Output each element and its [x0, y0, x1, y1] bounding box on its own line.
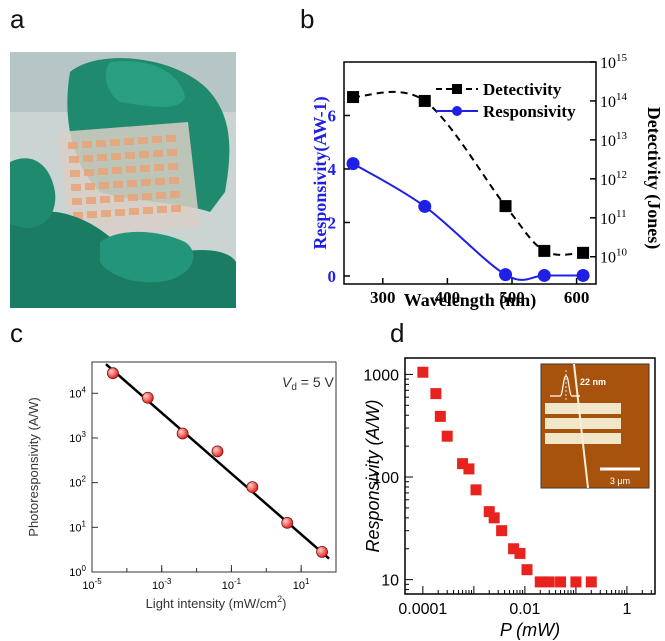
chart-b-ytick-right-1: 1011: [600, 208, 627, 228]
chart-c-xtick-3: 101: [293, 577, 310, 592]
chart-b-responsivity-point-2: [499, 268, 513, 282]
inset-height-profile: [550, 375, 580, 397]
chart-c-point-1: [141, 391, 154, 404]
chart-b-frame: [343, 61, 597, 285]
chart-d-point-2: [434, 410, 446, 422]
chart-b-responsivity-point-4: [576, 268, 590, 282]
chart-b-ytick-right-0: 1010: [600, 247, 628, 267]
chart-c-point-3: [211, 445, 224, 458]
chart-d-point-17: [585, 576, 597, 588]
chart-d-point-13: [534, 576, 546, 588]
chart-d-ytick-0: 10: [381, 573, 399, 590]
chart-c-annotation: Vd = 5 V: [282, 374, 335, 393]
chart-d-point-16: [570, 576, 582, 588]
inset-nanowire: [573, 363, 589, 489]
chart-d-point-0: [417, 366, 429, 378]
chart-b-detectivity-point-0: [347, 91, 360, 104]
device-photo: [10, 52, 236, 308]
panel-label-d: d: [390, 318, 405, 348]
chart-d-point-11: [514, 547, 526, 559]
chart-b-ylabel-right: Detectivity (Jones): [643, 107, 664, 249]
legend-detectivity-marker: [452, 84, 462, 94]
chart-d-ytick-1: 100: [372, 470, 399, 487]
chart-c-fit-line: [105, 363, 330, 560]
panel-label-c: c: [10, 318, 23, 348]
chart-c-frame: [91, 361, 337, 573]
chart-b-ytick-right-5: 1015: [600, 52, 628, 72]
legend-responsivity-marker: [452, 106, 462, 116]
chart-c-xtick-0: 10-5: [82, 577, 102, 592]
chart-d-point-6: [470, 484, 482, 496]
chart-b-detectivity-point-1: [418, 94, 431, 107]
chart-b-ytick-right-3: 1013: [600, 130, 628, 150]
chart-c-point-6: [316, 545, 328, 558]
chart-d-point-3: [441, 430, 453, 442]
chart-d-xtick-0: 0.0001: [398, 601, 447, 618]
chart-d-point-4: [457, 458, 469, 470]
chart-b-ytick-left-2: 4: [328, 160, 337, 179]
chart-b-xtick-2: 500: [499, 288, 525, 307]
chart-c-ytick-4: 104: [69, 385, 86, 400]
chart-b-responsivity-point-0: [346, 157, 360, 171]
chart-c-point-2: [176, 427, 189, 440]
inset-electrode-1: [545, 403, 621, 414]
inset-electrode-2: [545, 418, 621, 429]
chart-b-ytick-right-2: 1012: [600, 169, 627, 189]
chart-c-xtick-1: 10-3: [152, 577, 172, 592]
chart-d-point-9: [496, 525, 508, 537]
chart-c-ytick-0: 100: [69, 564, 86, 579]
chart-d-point-7: [483, 506, 495, 518]
chart-b-detectivity-curve: [352, 91, 584, 256]
chart-b-ytick-left-0: 0: [328, 267, 337, 286]
chart-d-point-1: [430, 388, 442, 400]
chart-d-point-14: [543, 576, 555, 588]
chart-c-ytick-2: 102: [69, 475, 86, 490]
chart-b-ytick-right-4: 1014: [600, 91, 628, 111]
chart-c-ylabel: Photoresponsivity (A/W): [26, 397, 41, 536]
chart-b-detectivity-point-3: [538, 244, 551, 257]
device-photo-illustration: [10, 52, 236, 308]
chart-c-xtick-2: 10-1: [222, 577, 242, 592]
inset-scalebar-label: 3 μm: [610, 476, 630, 486]
chart-d-point-12: [521, 564, 533, 576]
chart-c-ytick-3: 103: [69, 430, 86, 445]
chart-d-point-5: [463, 463, 475, 475]
chart-d-xtick-1: 0.01: [509, 601, 540, 618]
chart-b-xtick-3: 600: [564, 288, 590, 307]
chart-c-point-0: [107, 367, 119, 380]
chart-d-inset: 22 nm 3 μm: [540, 363, 650, 489]
chart-c-point-5: [281, 516, 294, 529]
chart-d-xtick-2: 1: [622, 601, 631, 618]
chart-d-point-15: [555, 576, 567, 588]
inset-height-label: 22 nm: [580, 377, 606, 387]
chart-b-xtick-0: 300: [370, 288, 396, 307]
chart-d-point-10: [508, 543, 520, 555]
inset-afm-image: [540, 363, 650, 489]
chart-b-detectivity-point-2: [499, 200, 512, 213]
chart-d-ytick-2: 1000: [363, 367, 399, 384]
chart-b-detectivity-point-4: [577, 246, 590, 259]
chart-b-ytick-left-3: 6: [328, 106, 337, 125]
chart-c-ytick-1: 101: [69, 519, 86, 534]
chart-b-xlabel: Wavelength (nm): [404, 290, 537, 311]
chart-b-responsivity-point-3: [537, 268, 551, 282]
chart-b-responsivity-point-1: [418, 199, 432, 213]
chart-d-frame: [404, 357, 656, 595]
chart-c-point-4: [246, 481, 259, 494]
chart-b-responsivity-curve: [352, 162, 584, 281]
chart-d-ylabel: Responsivity (A/W): [363, 399, 383, 552]
chart-b-ytick-left-1: 2: [328, 213, 337, 232]
chart-d-xlabel: P (mW): [500, 620, 560, 640]
chart-c-xlabel: Light intensity (mW/cm2): [146, 594, 287, 611]
panel-label-b: b: [300, 4, 315, 34]
inset-electrode-3: [545, 433, 621, 444]
chart-b-legend: Detectivity Responsivity: [436, 80, 576, 121]
chart-d-point-8: [488, 512, 500, 524]
legend-responsivity-label: Responsivity: [483, 102, 576, 121]
chart-b-ylabel-left: Responsivity(AW-1): [310, 96, 331, 249]
chart-b-xtick-1: 400: [435, 288, 461, 307]
panel-label-a: a: [10, 4, 25, 34]
legend-detectivity-label: Detectivity: [483, 80, 562, 99]
